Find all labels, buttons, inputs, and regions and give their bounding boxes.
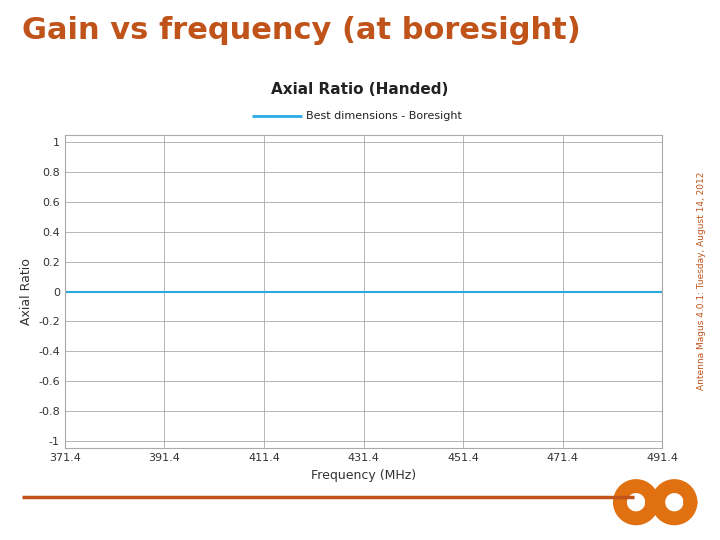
Text: Gain vs frequency (at boresight): Gain vs frequency (at boresight) (22, 16, 580, 45)
Text: Best dimensions - Boresight: Best dimensions - Boresight (306, 111, 462, 121)
Text: Antenna Magus 4.0.1: Tuesday, August 14, 2012: Antenna Magus 4.0.1: Tuesday, August 14,… (698, 172, 706, 390)
Text: Axial Ratio (Handed): Axial Ratio (Handed) (271, 82, 449, 97)
X-axis label: Frequency (MHz): Frequency (MHz) (311, 469, 416, 482)
Y-axis label: Axial Ratio: Axial Ratio (19, 258, 32, 325)
